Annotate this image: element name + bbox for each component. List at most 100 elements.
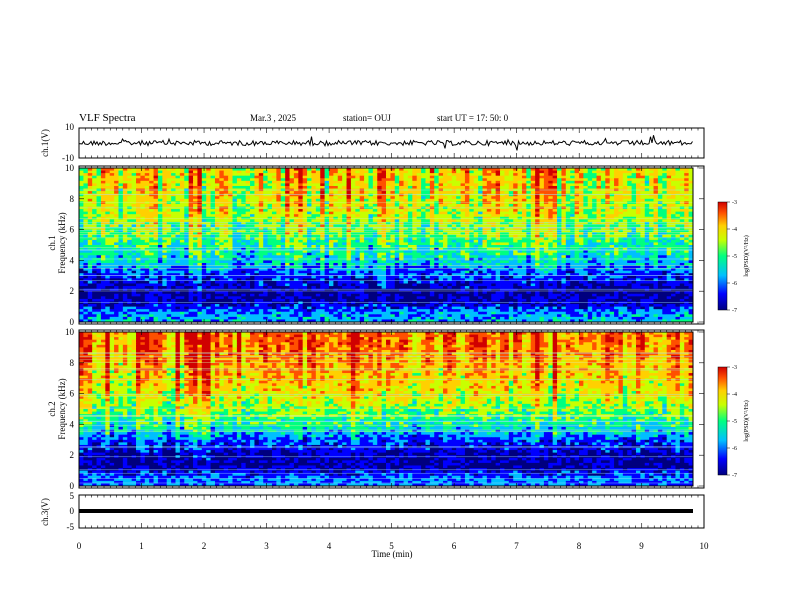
- spectrogram-cell: [166, 255, 172, 259]
- spectrogram-cell: [662, 211, 668, 215]
- spectrogram-cell: [618, 234, 624, 238]
- spectrogram-cell: [399, 203, 404, 207]
- spectrogram-cell: [684, 168, 690, 171]
- spectrogram-cell: [346, 185, 352, 189]
- spectrogram-cell: [267, 191, 273, 195]
- spectrogram-cell: [662, 196, 668, 200]
- spectrogram-cell: [631, 173, 637, 177]
- spectrogram-cell: [438, 193, 444, 197]
- spectrogram-cell: [320, 193, 325, 197]
- spectrogram-cell: [162, 224, 168, 228]
- spectrogram-cell: [390, 170, 396, 174]
- spectrogram-cell: [118, 219, 124, 223]
- spectrogram-cell: [666, 219, 672, 223]
- spectrogram-cell: [114, 191, 119, 195]
- spectrogram-cell: [403, 170, 409, 174]
- spectrogram-cell: [464, 229, 470, 233]
- spectrogram-cell: [592, 170, 597, 174]
- spectrogram-cell: [92, 239, 97, 243]
- spectrogram-cell: [293, 242, 299, 246]
- spectrogram-cell: [517, 214, 523, 218]
- spectrogram-cell: [166, 196, 172, 200]
- spectrogram-cell: [394, 196, 400, 200]
- spectrogram-cell: [342, 178, 347, 182]
- spectrogram-cell: [197, 221, 203, 225]
- spectrogram-cell: [539, 175, 545, 179]
- spectrogram-cell: [412, 211, 418, 215]
- spectrogram-cell: [495, 214, 501, 218]
- spectrogram-cell: [412, 242, 418, 246]
- spectrogram-cell: [557, 242, 562, 246]
- spectrogram-cell: [688, 234, 694, 238]
- spectrogram-cell: [649, 227, 654, 230]
- spectrogram-cell: [583, 185, 589, 189]
- spectrogram-cell: [83, 175, 89, 179]
- spectrogram-cell: [298, 229, 304, 233]
- spectrogram-cell: [105, 227, 111, 230]
- spectrogram-cell: [100, 180, 106, 184]
- spectrogram-cell: [258, 198, 264, 202]
- spectrogram-cell: [184, 229, 190, 233]
- spectrogram-cell: [127, 203, 133, 207]
- spectrogram-cell: [478, 191, 483, 195]
- spectrogram-cell: [289, 250, 295, 254]
- spectrogram-cell: [622, 227, 628, 230]
- spectrogram-cell: [429, 219, 435, 223]
- spectrogram-cell: [451, 191, 457, 195]
- spectrogram-cell: [495, 175, 501, 179]
- spectrogram-cell: [298, 252, 304, 256]
- spectrogram-cell: [614, 198, 619, 202]
- spectrogram-cell: [644, 221, 650, 225]
- spectrogram-cell: [144, 193, 150, 197]
- spectrogram-cell: [223, 168, 229, 171]
- spectrogram-cell: [478, 196, 483, 200]
- spectrogram-cell: [464, 227, 470, 230]
- spectrogram-cell: [653, 185, 659, 189]
- spectrogram-cell: [421, 180, 426, 184]
- spectrogram-cell: [214, 198, 220, 202]
- spectrogram-cell: [508, 227, 514, 230]
- spectrogram-cell: [614, 229, 619, 233]
- spectrogram-cell: [333, 250, 339, 254]
- spectrogram-cell: [570, 183, 575, 187]
- spectrogram-cell: [342, 245, 347, 248]
- spectrogram-cell: [486, 250, 492, 254]
- spectrogram-cell: [236, 237, 242, 241]
- spectrogram-cell: [640, 239, 646, 243]
- spectrogram-cell: [631, 214, 637, 218]
- spectrogram-cell: [403, 232, 409, 236]
- spectrogram-cell: [293, 252, 299, 256]
- spectrogram-cell: [666, 234, 672, 238]
- spectrogram-cell: [403, 219, 409, 223]
- spectrogram-cell: [263, 229, 268, 233]
- spectrogram-cell: [570, 203, 575, 207]
- spectrogram-cell: [565, 245, 571, 248]
- spectrogram-cell: [587, 183, 593, 187]
- spectrogram-cell: [473, 252, 479, 256]
- spectrogram-cell: [280, 242, 286, 246]
- spectrogram-cell: [657, 191, 663, 195]
- spectrogram-cell: [109, 178, 115, 182]
- spectrogram-cell: [359, 173, 365, 177]
- spectrogram-cell: [416, 252, 422, 256]
- spectrogram-cell: [122, 227, 128, 230]
- spectrogram-cell: [662, 198, 668, 202]
- spectrogram-cell: [241, 219, 247, 223]
- spectrogram-cell: [649, 232, 654, 236]
- spectrogram-cell: [666, 198, 672, 202]
- spectrogram-cell: [350, 250, 356, 254]
- spectrogram-cell: [350, 232, 356, 236]
- spectrogram-cell: [320, 178, 325, 182]
- spectrogram-cell: [188, 211, 194, 215]
- spectrogram-cell: [679, 191, 685, 195]
- spectrogram-cell: [372, 203, 378, 207]
- spectrogram-cell: [592, 183, 597, 187]
- spectrogram-cell: [368, 227, 374, 230]
- spectrogram-cell: [210, 211, 216, 215]
- spectrogram-cell: [657, 168, 663, 171]
- spectrogram-cell: [293, 173, 299, 177]
- spectrogram-cell: [307, 183, 312, 187]
- spectrogram-cell: [596, 232, 602, 236]
- spectrogram-cell: [96, 185, 102, 189]
- spectrogram-cell: [386, 178, 391, 182]
